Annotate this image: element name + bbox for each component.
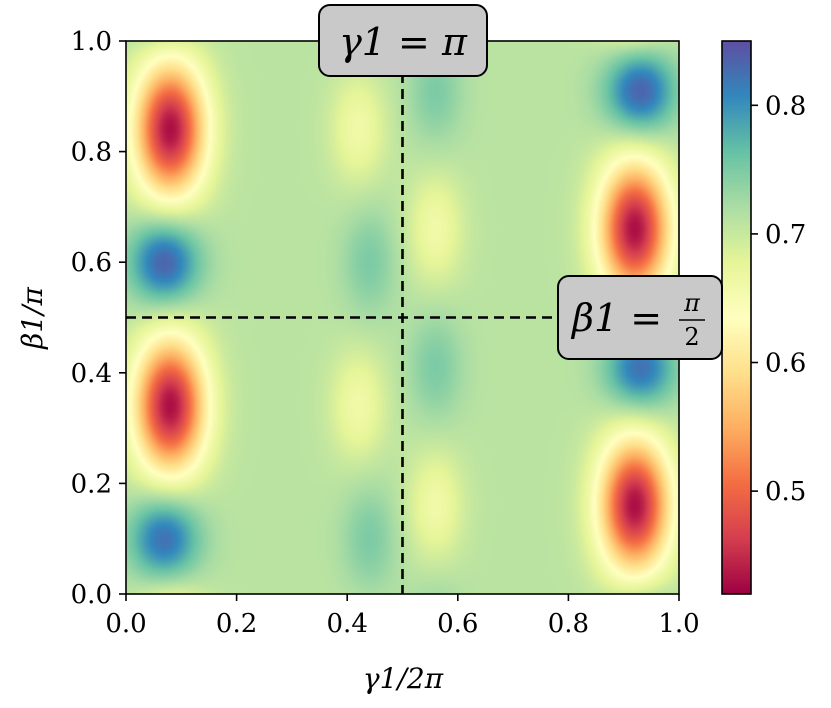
y-tick-label: 1.0 [71, 27, 112, 57]
y-tick-label: 0.8 [71, 138, 112, 168]
x-axis: 0.0 0.2 0.4 0.6 0.8 1.0 [105, 594, 700, 639]
colorbar-gradient [722, 41, 751, 594]
y-axis: 0.0 0.2 0.4 0.6 0.8 1.0 [71, 27, 126, 610]
y-tick-label: 0.0 [71, 580, 112, 610]
colorbar-tick-label: 0.8 [765, 91, 806, 121]
colorbar-frame [721, 40, 752, 595]
colorbar-axis: 0.5 0.6 0.7 0.8 [751, 91, 806, 507]
y-tick-label: 0.2 [71, 469, 112, 499]
y-tick-label: 0.6 [71, 248, 112, 278]
x-tick-label: 0.8 [548, 609, 589, 639]
colorbar-tick-label: 0.6 [765, 349, 806, 379]
x-axis-label: γ1/2π [363, 662, 444, 695]
gamma-annotation: γ1 = π [318, 4, 488, 77]
gamma-annotation-box [318, 4, 488, 77]
y-tick-label: 0.4 [71, 359, 112, 389]
reference-lines [126, 41, 679, 594]
x-tick-label: 0.4 [327, 609, 368, 639]
beta-annotation-text: β1 = [570, 296, 662, 340]
beta-annotation-denominator: 2 [684, 323, 699, 351]
beta-annotation: β1 = π 2 [557, 275, 723, 360]
x-tick-label: 0.6 [437, 609, 478, 639]
beta-annotation-box [557, 275, 723, 360]
y-axis-label: β1/π [16, 286, 49, 349]
beta-annotation-numerator: π [683, 289, 701, 317]
gamma-annotation-text: γ1 = π [339, 20, 468, 64]
colorbar-tick-label: 0.7 [765, 220, 806, 250]
x-tick-label: 1.0 [658, 609, 699, 639]
colorbar-tick-label: 0.5 [765, 477, 806, 507]
x-tick-label: 0.0 [105, 609, 146, 639]
x-tick-label: 0.2 [216, 609, 257, 639]
